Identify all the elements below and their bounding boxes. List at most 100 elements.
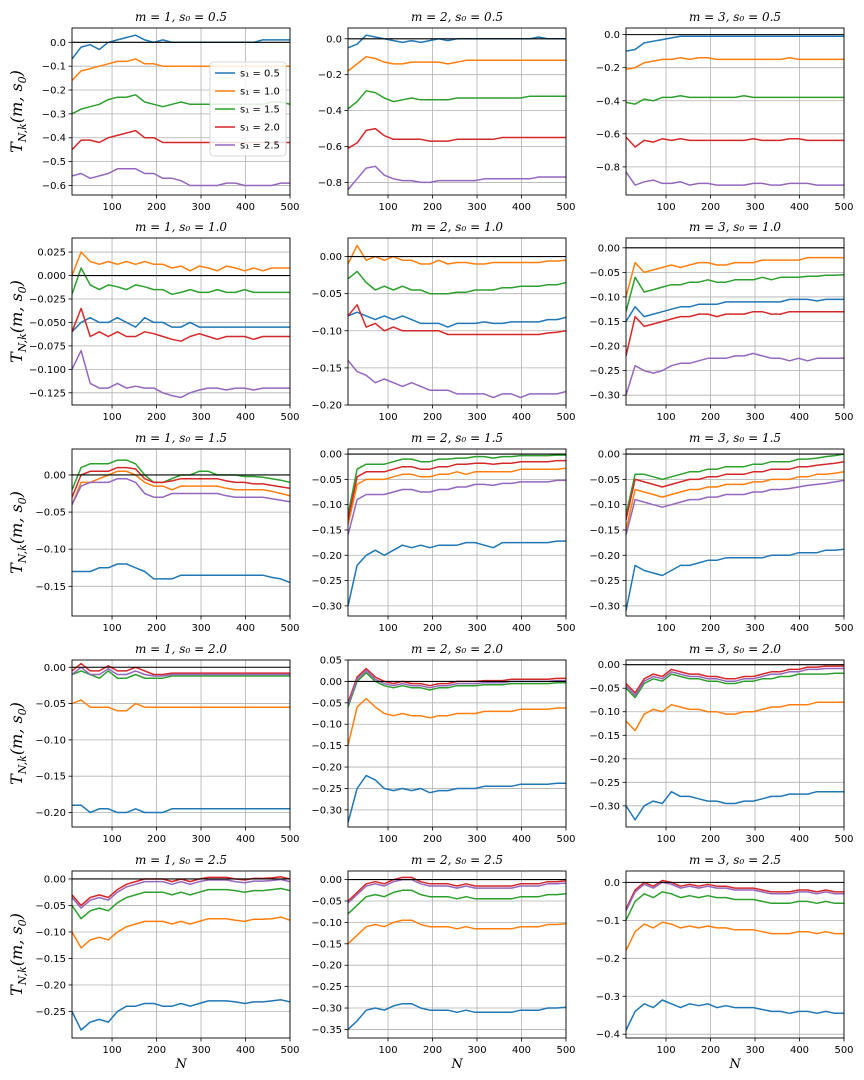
y-tick-label: −0.2 [318,70,342,81]
series-line-1.5 [348,454,566,515]
panel-12: 100 200 300 400 500 0.00 −0.05 −0.10 −0.15 −0.20 −… [589,642,853,845]
y-tick-label: −0.15 [311,741,342,752]
x-tick-label: 300 [745,834,764,845]
panel-title: m = 1, s₀ = 0.5 [135,10,227,24]
y-tick-label: −0.4 [42,133,66,144]
y-tick-label: −0.075 [29,341,66,352]
y-tick-label: −0.6 [596,129,620,140]
series-group [348,34,566,191]
series-line-2.0 [626,460,844,520]
panel-5: 100 200 300 400 500 0.00 −0.05 −0.10 −0.15 −0.20 m… [311,220,575,423]
x-tick-label: 200 [423,1045,442,1056]
panel-title: m = 3, s₀ = 0.5 [689,10,781,24]
series-line-2.0 [348,459,566,520]
y-tick-label: −0.125 [29,388,66,399]
series-line-2.0 [348,127,566,149]
series-line-0.5 [348,1002,566,1030]
series-line-2.5 [72,168,290,187]
series-line-0.5 [626,298,844,322]
x-tick-label: 100 [102,412,121,423]
y-tick-label: 0.00 [320,450,342,461]
panel-15: 100 200 300 400 500 0.0 −0.1 −0.2 −0.3 −0.4 m = 3,… [596,853,854,1072]
series-line-0.5 [72,563,290,584]
series-line-1.0 [348,919,566,945]
y-axis-label: TN,k(m, s0) [7,280,29,363]
y-tick-label: −0.20 [589,551,620,562]
y-tick-label: −0.20 [35,980,66,991]
series-group [626,35,844,186]
panel-title: m = 2, s₀ = 2.5 [411,853,503,867]
x-tick-label: 300 [191,834,210,845]
x-tick-label: 400 [236,1045,255,1056]
x-tick-label: 400 [512,1045,531,1056]
axes-frame [71,659,291,828]
series-line-2.0 [72,662,290,676]
x-tick-label: 500 [556,412,575,423]
legend-entry: s₁ = 1.5 [240,105,280,116]
y-tick-label: −0.25 [311,982,342,993]
y-tick-label: −0.100 [29,365,66,376]
x-tick-label: 400 [512,412,531,423]
axes-frame [71,870,291,1039]
series-line-0.5 [72,999,290,1031]
series-line-2.5 [348,360,566,399]
axes-frame [347,448,567,617]
panel-10: 100 200 300 400 500 0.00 −0.05 −0.10 −0.15 −0.20 m… [7,642,300,845]
legend-entry: s₁ = 0.5 [240,69,280,80]
y-tick-label: −0.05 [311,475,342,486]
x-tick-label: 200 [701,412,720,423]
series-line-1.5 [72,267,290,296]
series-line-2.5 [348,479,566,536]
y-tick-label: −0.10 [311,326,342,337]
series-group [72,876,290,1031]
y-axis-label: TN,k(m, s0) [7,702,29,785]
y-tick-label: −0.05 [35,901,66,912]
y-tick-label: −0.15 [311,525,342,536]
series-line-2.0 [626,136,844,148]
series-line-0.5 [348,540,566,607]
y-tick-label: −0.05 [35,508,66,519]
x-tick-label: 300 [191,623,210,634]
series-line-1.5 [348,889,566,915]
x-tick-label: 100 [102,1045,121,1056]
x-tick-label: 500 [280,834,299,845]
panel-9: 100 200 300 400 500 0.00 −0.05 −0.10 −0.15 −0.20 −… [589,431,853,634]
y-tick-label: 0.00 [44,470,66,481]
x-tick-label: 500 [280,202,299,213]
y-tick-label: −0.20 [589,342,620,353]
x-tick-label: 300 [467,623,486,634]
y-tick-label: 0.025 [37,248,66,259]
series-line-2.0 [348,876,566,902]
legend-entry: s₁ = 2.5 [240,141,280,152]
y-tick-label: −0.20 [311,763,342,774]
x-tick-label: 400 [512,202,531,213]
x-tick-label: 500 [280,623,299,634]
y-tick-label: −0.20 [311,961,342,972]
y-tick-label: −0.05 [311,896,342,907]
series-line-0.5 [348,34,566,49]
y-tick-label: −0.3 [42,109,66,120]
y-tick-label: −0.15 [35,772,66,783]
panel-13: 100 200 300 400 500 0.00 −0.05 −0.10 −0.15 −0.20 −… [7,853,300,1072]
x-tick-label: 200 [147,202,166,213]
x-tick-label: 500 [834,834,853,845]
y-tick-label: −0.6 [318,142,342,153]
panel-11: 100 200 300 400 500 0.05 0.00 −0.05 −0.10 −0.15 −0… [311,642,575,845]
y-tick-label: −0.30 [311,1004,342,1015]
y-tick-label: −0.15 [589,525,620,536]
x-tick-label: 100 [378,1045,397,1056]
panel-title: m = 2, s₀ = 0.5 [411,10,503,24]
y-tick-label: −0.10 [311,720,342,731]
x-tick-label: 300 [191,412,210,423]
y-tick-label: −0.25 [589,366,620,377]
panel-title: m = 1, s₀ = 2.5 [135,853,227,867]
x-tick-label: 300 [467,1045,486,1056]
x-tick-label: 500 [834,1045,853,1056]
x-tick-label: 500 [280,412,299,423]
series-line-2.0 [348,304,566,336]
y-tick-label: −0.1 [42,62,66,73]
legend-entry: s₁ = 2.0 [240,123,280,134]
series-line-0.5 [626,999,844,1031]
y-tick-label: −0.5 [42,157,66,168]
panel-7: 100 200 300 400 500 0.00 −0.05 −0.10 −0.15 m = 1,… [7,431,300,634]
